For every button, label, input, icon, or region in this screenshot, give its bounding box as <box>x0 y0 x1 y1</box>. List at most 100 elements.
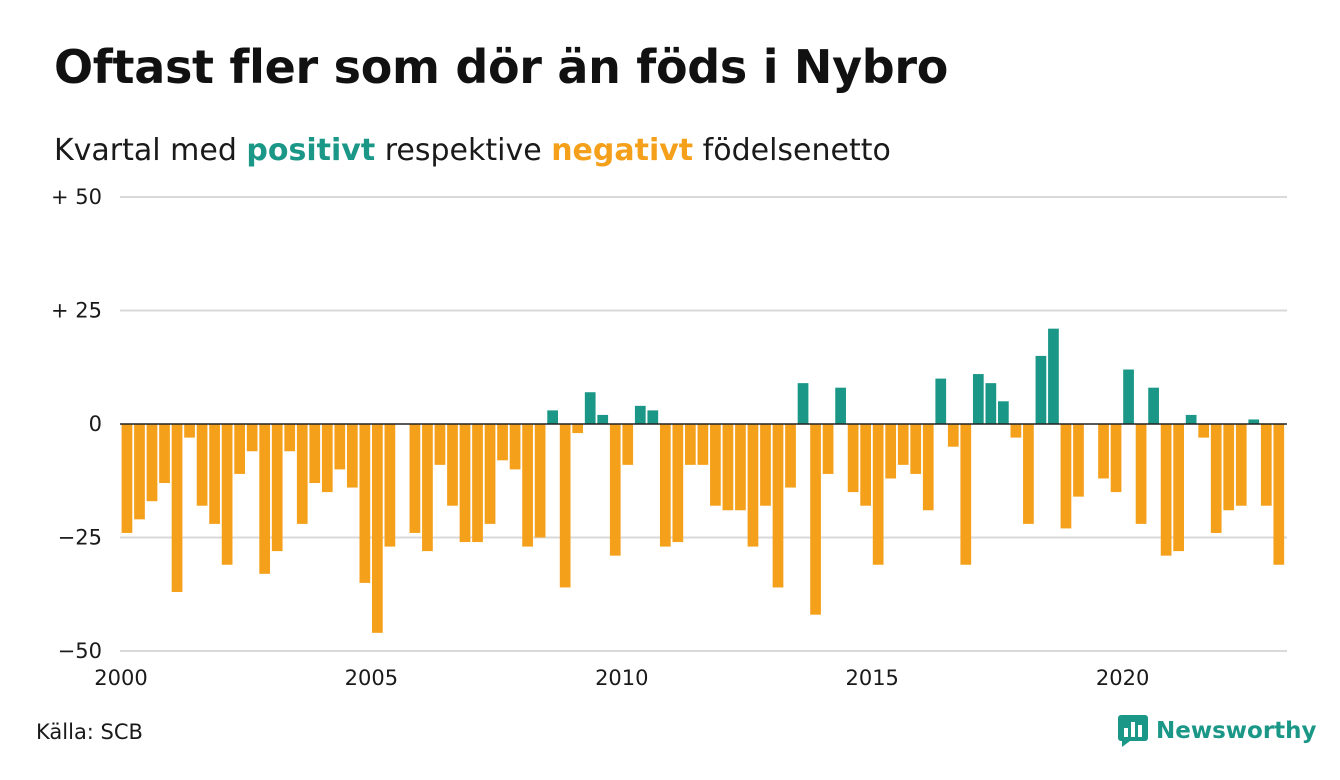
subtitle-positive-label: positivt <box>246 133 376 168</box>
bar-negative <box>1073 424 1084 497</box>
bar-negative <box>760 424 771 506</box>
bar-negative <box>359 424 371 583</box>
bar-negative <box>710 424 721 506</box>
bar-negative <box>685 424 696 465</box>
bar-negative <box>296 424 308 524</box>
bar-negative <box>171 424 183 592</box>
bar-negative <box>960 424 972 565</box>
bar-negative <box>1110 424 1122 493</box>
bar-positive <box>998 401 1009 424</box>
bar-negative <box>735 424 746 511</box>
bar-negative <box>522 424 533 547</box>
bar-positive <box>647 410 659 424</box>
bar-negative <box>922 424 934 511</box>
bar-negative <box>947 424 959 447</box>
bar-negative <box>447 424 458 506</box>
chart-subtitle: Kvartal med positivt respektive negativt… <box>54 133 891 168</box>
bar-negative <box>497 424 508 461</box>
bar-negative <box>146 424 158 502</box>
x-tick-label: 2015 <box>845 666 898 690</box>
axes: + 50 + 25 0 −25 −50 2000 2005 2010 2015 2020 <box>51 185 1287 690</box>
bar-chart-icon <box>1118 715 1148 747</box>
source-note: Källa: SCB <box>36 720 143 744</box>
bar-negative <box>321 424 333 493</box>
bar-negative <box>559 424 571 588</box>
bar-negative <box>1173 424 1184 552</box>
bar-negative <box>1273 424 1285 565</box>
bar-negative <box>885 424 897 479</box>
x-tick-label: 2010 <box>595 666 648 690</box>
bar-negative <box>159 424 170 484</box>
bar-negative <box>271 424 283 552</box>
bar-negative <box>872 424 884 565</box>
bar-positive <box>547 410 558 424</box>
y-tick-label: −50 <box>58 639 102 663</box>
bar-negative <box>209 424 220 524</box>
bar-positive <box>797 383 809 424</box>
bar-positive <box>1035 355 1047 424</box>
bar-negative <box>860 424 871 506</box>
bar-negative <box>659 424 671 547</box>
bar-negative <box>221 424 233 565</box>
bar-negative <box>422 424 433 552</box>
x-tick-label: 2020 <box>1096 666 1149 690</box>
bar-positive <box>1148 387 1159 424</box>
bar-negative <box>1060 424 1072 529</box>
bar-negative <box>1210 424 1222 533</box>
bar-positive <box>972 374 984 424</box>
bar-negative <box>609 424 621 556</box>
bar-positive <box>597 414 609 424</box>
bar-negative <box>910 424 922 474</box>
bar-negative <box>184 424 195 438</box>
subtitle-text-end: födelsenetto <box>693 133 891 168</box>
bar-positive <box>985 383 997 424</box>
bar-negative <box>509 424 521 470</box>
bar-positive <box>1048 328 1059 424</box>
subtitle-text-start: Kvartal med <box>54 133 247 168</box>
y-tick-label: + 25 <box>51 299 102 323</box>
chart-title: Oftast fler som dör än föds i Nybro <box>54 40 949 94</box>
bar-negative <box>1135 424 1147 524</box>
subtitle-text-middle: respektive <box>375 133 552 168</box>
bar-negative <box>434 424 446 465</box>
bar-positive <box>634 405 646 424</box>
bar-negative <box>1010 424 1022 438</box>
bar-chart: + 50 + 25 0 −25 −50 2000 2005 2010 2015 2020 <box>51 185 1287 690</box>
newsworthy-logo: Newsworthy <box>1118 714 1317 748</box>
bar-negative <box>484 424 496 524</box>
subtitle-negative-label: negativt <box>551 133 694 168</box>
bar-negative <box>121 424 133 533</box>
bar-positive <box>935 378 947 424</box>
bar-negative <box>1023 424 1034 524</box>
bar-negative <box>622 424 634 465</box>
bar-positive <box>1248 419 1260 424</box>
bar-negative <box>1260 424 1272 506</box>
bar-negative <box>259 424 271 574</box>
y-tick-label: 0 <box>89 412 102 436</box>
bar-negative <box>134 424 145 520</box>
bar-negative <box>1223 424 1235 511</box>
bar-negative <box>672 424 684 543</box>
bar-negative <box>722 424 734 511</box>
bar-negative <box>897 424 909 465</box>
bar-negative <box>1198 424 1210 438</box>
bar-negative <box>1098 424 1109 479</box>
bar-negative <box>1160 424 1172 556</box>
bar-negative <box>309 424 321 484</box>
bar-negative <box>372 424 383 633</box>
y-tick-label: + 50 <box>51 185 102 209</box>
brand-name: Newsworthy <box>1156 718 1317 744</box>
bar-negative <box>534 424 546 538</box>
bar-negative <box>847 424 859 493</box>
x-tick-label: 2005 <box>345 666 398 690</box>
bar-negative <box>810 424 821 615</box>
bar-negative <box>572 424 584 434</box>
grid-lines <box>120 196 1287 652</box>
bars <box>121 328 1285 633</box>
bar-negative <box>459 424 471 543</box>
bar-negative <box>409 424 421 533</box>
bar-positive <box>1185 414 1197 424</box>
bar-negative <box>384 424 396 547</box>
bar-negative <box>246 424 258 452</box>
y-tick-label: −25 <box>58 526 102 550</box>
